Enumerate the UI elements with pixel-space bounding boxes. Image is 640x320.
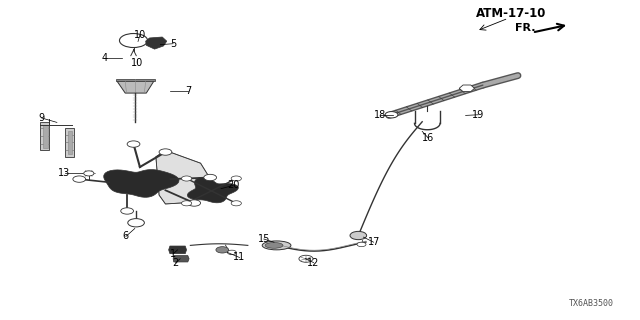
Text: 10: 10 [131,58,143,68]
Polygon shape [44,124,48,148]
Text: FR.: FR. [515,23,536,33]
Text: 18: 18 [374,110,386,120]
Polygon shape [146,37,167,49]
Text: 5: 5 [170,39,176,49]
Circle shape [216,247,228,253]
Circle shape [357,242,366,247]
Circle shape [299,255,313,262]
Circle shape [227,250,236,255]
Circle shape [182,201,192,206]
Polygon shape [156,150,209,204]
Circle shape [461,85,472,91]
Text: 2: 2 [173,258,179,268]
Circle shape [121,208,134,214]
Text: 19: 19 [472,110,484,120]
Circle shape [188,200,200,206]
Text: 17: 17 [367,237,380,247]
Polygon shape [40,122,49,150]
Text: 1: 1 [170,249,176,259]
Text: TX6AB3500: TX6AB3500 [569,299,614,308]
Polygon shape [117,81,154,93]
Text: 12: 12 [307,258,320,268]
Text: 7: 7 [186,85,191,96]
Circle shape [385,112,398,118]
Polygon shape [68,131,72,154]
Text: 20: 20 [227,180,239,190]
Circle shape [231,201,241,206]
Circle shape [128,219,145,227]
Polygon shape [104,170,179,197]
Text: 11: 11 [234,252,246,262]
Ellipse shape [265,243,283,248]
Text: 16: 16 [422,133,435,143]
Circle shape [231,176,241,181]
Polygon shape [460,85,474,92]
Polygon shape [188,177,238,203]
Text: 4: 4 [101,53,108,63]
Circle shape [73,176,86,182]
Text: ATM-17-10: ATM-17-10 [476,7,547,20]
Text: 9: 9 [38,113,45,123]
Ellipse shape [262,241,291,250]
Polygon shape [169,246,186,254]
Polygon shape [173,256,189,262]
Circle shape [84,171,94,176]
Circle shape [120,34,148,48]
Polygon shape [65,128,74,157]
Text: 6: 6 [123,231,129,242]
Circle shape [182,176,192,181]
Text: 10: 10 [134,30,146,40]
Circle shape [159,149,172,155]
Circle shape [127,141,140,147]
Text: 13: 13 [58,168,70,178]
Circle shape [204,174,216,181]
Text: 15: 15 [258,234,270,244]
Circle shape [350,231,367,240]
Polygon shape [116,79,155,81]
